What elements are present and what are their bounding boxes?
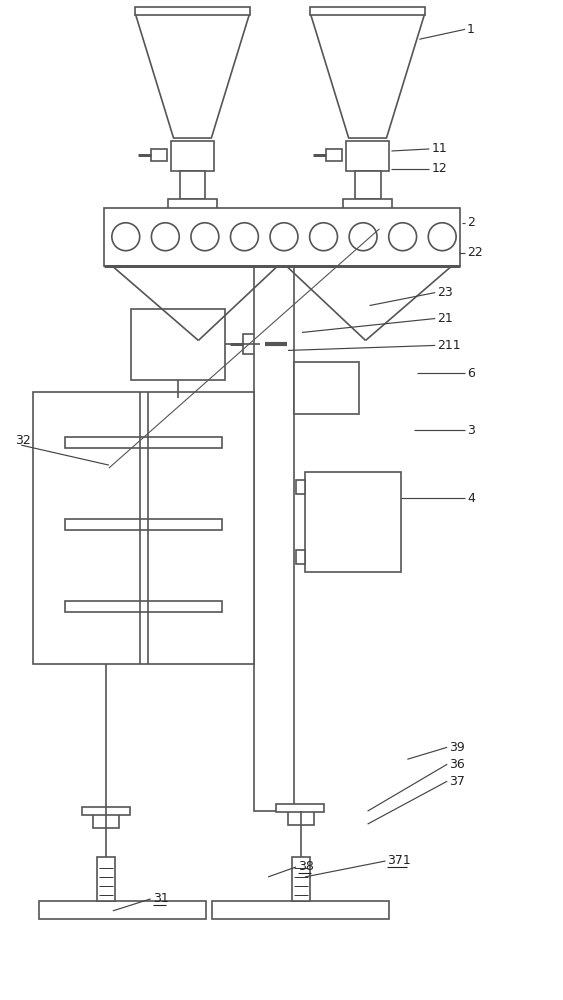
Bar	[212, 901, 390, 919]
Bar	[65, 437, 222, 448]
Bar	[355, 171, 381, 199]
Bar	[254, 266, 294, 811]
Circle shape	[191, 223, 219, 251]
Bar	[135, 7, 249, 15]
Text: 211: 211	[437, 339, 461, 352]
Circle shape	[112, 223, 140, 251]
Bar	[346, 141, 390, 171]
Bar	[82, 807, 129, 815]
Bar	[294, 362, 359, 414]
Text: 37: 37	[449, 775, 465, 788]
Text: 6: 6	[467, 367, 475, 380]
Text: 4: 4	[467, 492, 475, 505]
Bar	[104, 208, 460, 266]
Bar	[65, 601, 222, 612]
Text: 2: 2	[467, 216, 475, 229]
Bar	[343, 199, 392, 209]
Bar	[292, 857, 310, 901]
Bar	[151, 149, 167, 161]
Bar	[93, 814, 119, 828]
Bar	[243, 334, 265, 354]
Text: 36: 36	[449, 758, 465, 771]
Bar	[33, 392, 254, 664]
Circle shape	[428, 223, 456, 251]
Polygon shape	[135, 13, 249, 138]
Text: 1: 1	[467, 23, 475, 36]
Circle shape	[270, 223, 298, 251]
Text: 39: 39	[449, 741, 465, 754]
Bar	[296, 480, 305, 494]
Polygon shape	[310, 13, 425, 138]
Text: 22: 22	[467, 246, 483, 259]
Bar	[168, 199, 217, 209]
Text: 38: 38	[298, 860, 314, 873]
Text: 3: 3	[467, 424, 475, 437]
Text: 371: 371	[387, 854, 411, 867]
Bar	[97, 857, 115, 901]
Bar	[171, 141, 215, 171]
Circle shape	[349, 223, 377, 251]
Bar	[326, 149, 342, 161]
Bar	[305, 472, 401, 572]
Text: 23: 23	[437, 286, 453, 299]
Bar	[65, 519, 222, 530]
Text: 31: 31	[153, 892, 168, 905]
Text: 12: 12	[431, 162, 447, 175]
Circle shape	[388, 223, 417, 251]
Bar	[310, 7, 425, 15]
Bar	[288, 811, 314, 825]
Bar	[296, 550, 305, 564]
Bar	[39, 901, 207, 919]
Text: 32: 32	[15, 434, 31, 447]
Bar	[276, 804, 324, 812]
Bar	[131, 309, 225, 380]
Text: 21: 21	[437, 312, 453, 325]
Text: 11: 11	[431, 142, 447, 155]
Bar	[180, 171, 205, 199]
Circle shape	[230, 223, 258, 251]
Circle shape	[151, 223, 179, 251]
Circle shape	[310, 223, 337, 251]
